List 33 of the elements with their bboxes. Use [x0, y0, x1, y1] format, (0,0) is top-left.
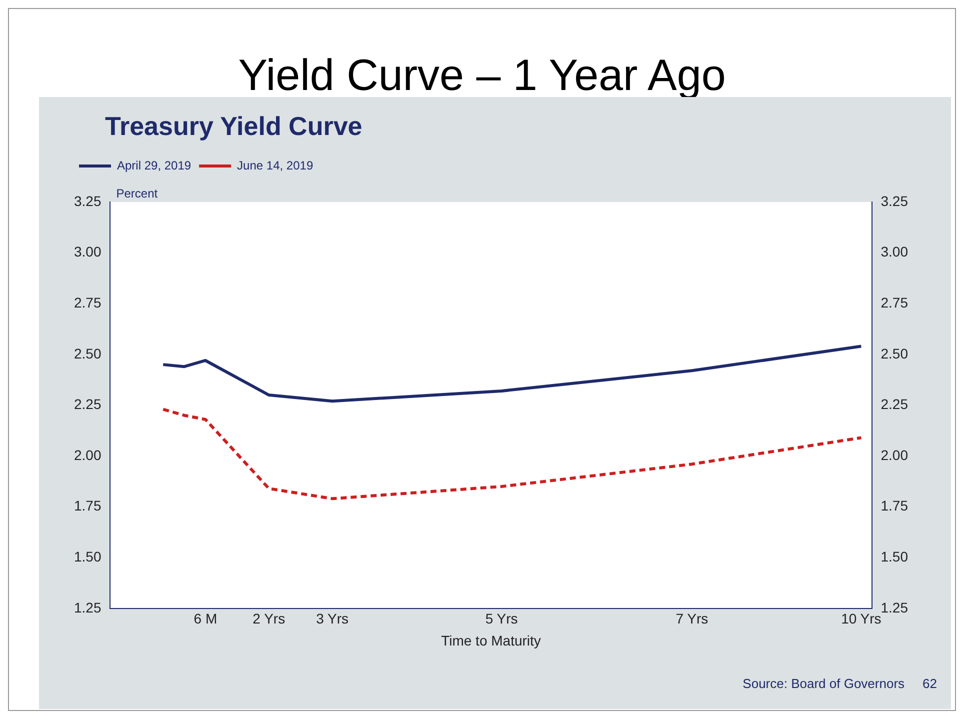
- legend-label: June 14, 2019: [237, 158, 314, 172]
- y2-tick-label: 3.25: [880, 192, 908, 209]
- y2-tick-label: 1.50: [880, 548, 908, 564]
- y-tick-label: 2.00: [74, 446, 102, 463]
- y2-tick-label: 2.00: [880, 446, 908, 463]
- chart-title: Yield Curve – 1 Year Ago: [237, 51, 727, 101]
- legend-label: April 29, 2019: [117, 158, 192, 172]
- y-tick-label: 1.50: [74, 548, 102, 564]
- y-tick-label: 1.75: [74, 498, 102, 514]
- y-tick-label: 3.25: [74, 192, 102, 209]
- y2-tick-label: 1.75: [880, 498, 908, 514]
- y-tick-label: 2.50: [74, 345, 102, 362]
- chart-subtitle: Treasury Yield Curve: [105, 111, 362, 142]
- x-tick-label: 6 M: [194, 610, 218, 627]
- y2-tick-label: 2.75: [880, 294, 908, 310]
- y2-tick-label: 2.25: [880, 396, 908, 412]
- y-tick-label: 2.75: [74, 294, 102, 310]
- y2-tick-label: 3.00: [880, 244, 908, 260]
- x-tick-label: 2 Yrs: [252, 610, 286, 627]
- y-axis-title: Percent: [116, 186, 158, 200]
- x-tick-label: 7 Yrs: [676, 610, 708, 627]
- x-tick-label: 5 Yrs: [485, 610, 518, 627]
- source-note: Source: Board of Governors: [742, 676, 905, 691]
- x-tick-label: 10 Yrs: [841, 610, 882, 627]
- y2-tick-label: 1.25: [880, 599, 908, 616]
- y-tick-label: 2.25: [74, 396, 102, 412]
- y-tick-label: 3.00: [74, 244, 102, 260]
- x-tick-label: 3 Yrs: [316, 610, 349, 627]
- text: 62: [922, 676, 937, 691]
- y-tick-label: 1.25: [74, 599, 102, 616]
- line-series: [162, 408, 863, 500]
- y2-tick-label: 2.50: [880, 345, 908, 362]
- x-axis-title: Time to Maturity: [441, 632, 541, 648]
